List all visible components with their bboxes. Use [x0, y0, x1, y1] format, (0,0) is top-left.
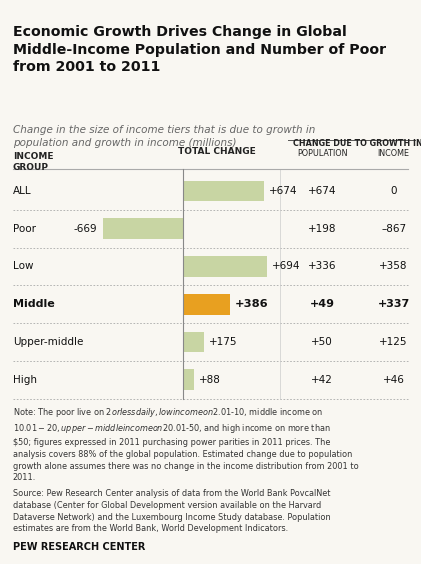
- Text: +198: +198: [308, 224, 336, 233]
- Text: INCOME: INCOME: [378, 149, 410, 158]
- Bar: [183, 180, 264, 201]
- Text: +49: +49: [309, 299, 335, 309]
- Text: PEW RESEARCH CENTER: PEW RESEARCH CENTER: [13, 541, 145, 552]
- Text: +337: +337: [378, 299, 410, 309]
- Text: INCOME
GROUP: INCOME GROUP: [13, 152, 53, 171]
- Bar: [103, 218, 183, 239]
- Text: +42: +42: [311, 375, 333, 385]
- Text: +336: +336: [308, 262, 336, 271]
- Text: +175: +175: [209, 337, 238, 347]
- Text: Low: Low: [13, 262, 33, 271]
- Text: Economic Growth Drives Change in Global
Middle-Income Population and Number of P: Economic Growth Drives Change in Global …: [13, 25, 386, 74]
- Bar: [183, 294, 229, 315]
- Text: +674: +674: [269, 186, 298, 196]
- Text: POPULATION: POPULATION: [297, 149, 347, 158]
- Text: TOTAL CHANGE: TOTAL CHANGE: [178, 147, 256, 156]
- Text: +358: +358: [379, 262, 408, 271]
- Text: 0: 0: [390, 186, 397, 196]
- Text: Poor: Poor: [13, 224, 36, 233]
- Text: Middle: Middle: [13, 299, 54, 309]
- Text: +386: +386: [234, 299, 268, 309]
- Text: High: High: [13, 375, 37, 385]
- Text: -669: -669: [74, 224, 98, 233]
- Text: +674: +674: [308, 186, 336, 196]
- Text: –867: –867: [381, 224, 406, 233]
- Text: Upper-middle: Upper-middle: [13, 337, 83, 347]
- Text: ALL: ALL: [13, 186, 31, 196]
- Text: Change in the size of income tiers that is due to growth in
population and growt: Change in the size of income tiers that …: [13, 125, 315, 148]
- Text: Note: The poor live on $2 or less daily, low income on $2.01-10, middle income o: Note: The poor live on $2 or less daily,…: [13, 406, 358, 482]
- Text: Source: Pew Research Center analysis of data from the World Bank PovcalNet
datab: Source: Pew Research Center analysis of …: [13, 489, 330, 534]
- Text: +50: +50: [311, 337, 333, 347]
- Text: CHANGE DUE TO GROWTH IN: CHANGE DUE TO GROWTH IN: [293, 139, 421, 148]
- Text: +46: +46: [383, 375, 405, 385]
- Text: +694: +694: [272, 262, 300, 271]
- Bar: [183, 256, 266, 277]
- Bar: [183, 369, 194, 390]
- Text: +125: +125: [379, 337, 408, 347]
- Text: +88: +88: [199, 375, 221, 385]
- Bar: [183, 332, 204, 352]
